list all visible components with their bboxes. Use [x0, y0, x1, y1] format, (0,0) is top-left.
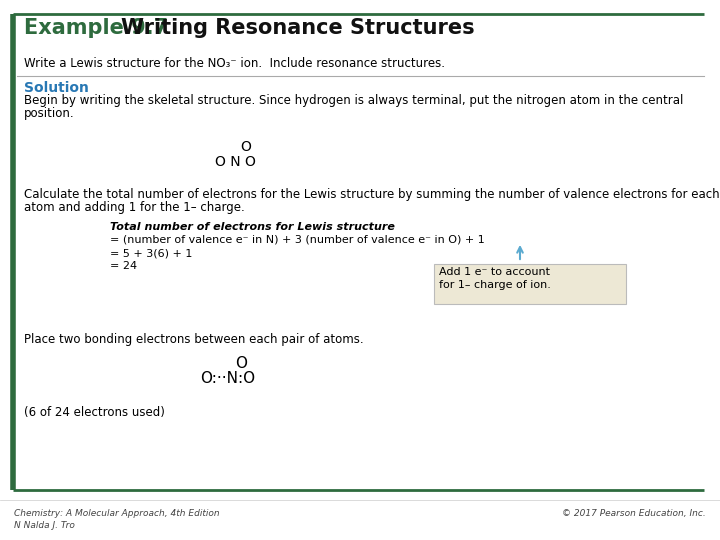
Text: = (number of valence e⁻ in N) + 3 (number of valence e⁻ in O) + 1: = (number of valence e⁻ in N) + 3 (numbe… [110, 235, 485, 245]
Text: O: O [235, 356, 247, 371]
Text: Total number of electrons for Lewis structure: Total number of electrons for Lewis stru… [110, 222, 395, 232]
Text: Chemistry: A Molecular Approach, 4th Edition: Chemistry: A Molecular Approach, 4th Edi… [14, 509, 220, 518]
Text: Begin by writing the skeletal structure. Since hydrogen is always terminal, put : Begin by writing the skeletal structure.… [24, 94, 683, 107]
Text: for 1– charge of ion.: for 1– charge of ion. [439, 280, 551, 290]
Text: = 5 + 3(6) + 1: = 5 + 3(6) + 1 [110, 248, 192, 258]
Text: O N O: O N O [215, 155, 256, 169]
Text: Solution: Solution [24, 81, 89, 95]
Text: position.: position. [24, 107, 75, 120]
Text: O: O [240, 140, 251, 154]
Text: O:··N:O: O:··N:O [200, 371, 255, 386]
Text: Place two bonding electrons between each pair of atoms.: Place two bonding electrons between each… [24, 333, 364, 346]
Text: © 2017 Pearson Education, Inc.: © 2017 Pearson Education, Inc. [562, 509, 706, 518]
Text: atom and adding 1 for the 1– charge.: atom and adding 1 for the 1– charge. [24, 201, 245, 214]
Text: = 24: = 24 [110, 261, 137, 271]
Text: Writing Resonance Structures: Writing Resonance Structures [121, 18, 474, 38]
Text: N Nalda J. Tro: N Nalda J. Tro [14, 521, 75, 530]
Text: (6 of 24 electrons used): (6 of 24 electrons used) [24, 406, 165, 419]
Text: Example 9.7: Example 9.7 [24, 18, 176, 38]
Text: Write a Lewis structure for the NO₃⁻ ion.  Include resonance structures.: Write a Lewis structure for the NO₃⁻ ion… [24, 57, 445, 70]
Text: Add 1 e⁻ to account: Add 1 e⁻ to account [439, 267, 550, 277]
Text: Calculate the total number of electrons for the Lewis structure by summing the n: Calculate the total number of electrons … [24, 188, 719, 201]
FancyBboxPatch shape [434, 264, 626, 304]
